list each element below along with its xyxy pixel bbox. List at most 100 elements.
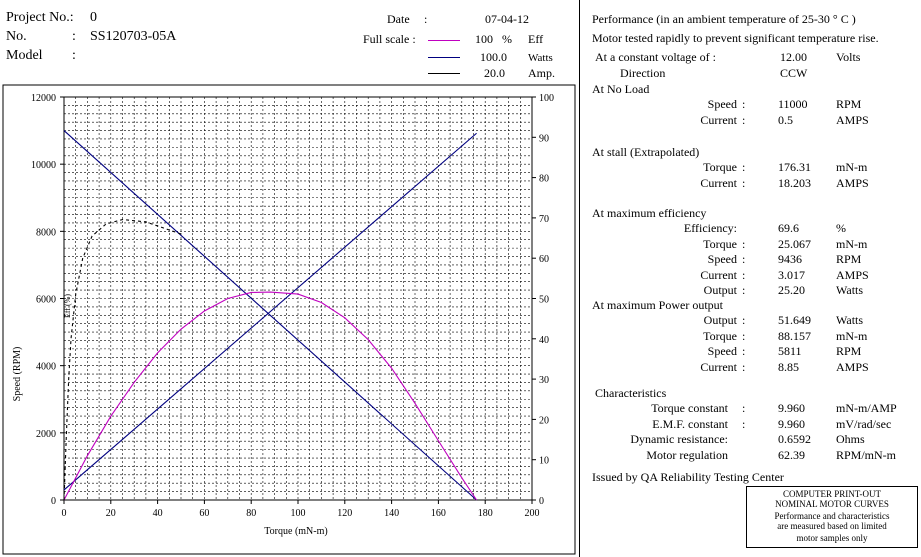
series-output-line bbox=[63, 291, 478, 501]
y-axis-label: Speed (RPM) bbox=[12, 347, 23, 402]
y2-tick-label: 100 bbox=[539, 93, 554, 104]
row-colon: : bbox=[742, 401, 746, 415]
row-label: Speed bbox=[707, 344, 737, 358]
row-colon: : bbox=[742, 283, 746, 297]
series-speed-line bbox=[63, 130, 477, 501]
row-value: 11000 bbox=[778, 97, 808, 111]
row-colon: : bbox=[742, 344, 746, 358]
chart-grid bbox=[63, 96, 533, 501]
stamp-line5: motor samples only bbox=[796, 533, 868, 543]
row-label: Dynamic resistance: bbox=[630, 432, 728, 446]
row-value: 176.31 bbox=[778, 160, 811, 174]
stamp-line2: NOMINAL MOTOR CURVES bbox=[775, 499, 889, 509]
row-unit: Watts bbox=[836, 283, 864, 297]
row-colon: : bbox=[742, 236, 746, 251]
legend-eff-unit: % bbox=[502, 32, 512, 46]
row-colon: : bbox=[742, 313, 746, 327]
row-unit: mN-m bbox=[836, 328, 868, 343]
issued-by: Issued by QA Reliability Testing Center bbox=[592, 470, 784, 484]
direction-label: Direction bbox=[620, 66, 666, 80]
x-tick-label: 140 bbox=[384, 508, 399, 519]
performance-title: Performance (in an ambient temperature o… bbox=[592, 12, 856, 26]
y-tick-label: 6000 bbox=[36, 295, 56, 306]
legend-watts-value: 100.0 bbox=[480, 50, 507, 64]
row-value: 25.067 bbox=[778, 236, 811, 251]
stamp-line1: COMPUTER PRINT-OUT bbox=[783, 489, 881, 499]
x-tick-label: 120 bbox=[337, 508, 352, 519]
project-label: Project No.: bbox=[6, 10, 74, 25]
row-value: 3.017 bbox=[778, 267, 805, 282]
x-tick-label: 0 bbox=[62, 508, 67, 519]
row-label: Speed bbox=[707, 97, 737, 111]
row-unit: AMPS bbox=[836, 267, 869, 282]
section-title: Characteristics bbox=[595, 386, 667, 400]
row-unit: RPM/mN-m bbox=[836, 447, 897, 462]
legend-eff-name: Eff bbox=[528, 32, 544, 46]
row-value: 62.39 bbox=[778, 447, 805, 462]
row-label: Efficiency: bbox=[683, 221, 737, 235]
x-tick-label: 20 bbox=[106, 508, 116, 519]
legend-eff-value: 100 bbox=[475, 32, 493, 46]
x-tick-label: 40 bbox=[153, 508, 163, 519]
eff-curve-label: Eff (%) bbox=[63, 294, 72, 318]
voltage-label: At a constant voltage of : bbox=[595, 50, 716, 64]
row-label: Motor regulation bbox=[646, 447, 728, 462]
y-tick-label: 12000 bbox=[31, 93, 56, 104]
row-label: Current bbox=[700, 175, 737, 190]
row-unit: AMPS bbox=[836, 112, 869, 127]
row-colon: : bbox=[742, 175, 746, 190]
row-colon: : bbox=[742, 328, 746, 343]
row-label: Torque bbox=[703, 328, 737, 343]
y-tick-label: 0 bbox=[51, 496, 56, 507]
row-unit: RPM bbox=[836, 252, 862, 266]
row-value: 0.5 bbox=[778, 112, 793, 127]
row-label: Torque bbox=[703, 160, 737, 174]
chart-frame bbox=[2, 84, 576, 555]
project-value: 0 bbox=[90, 10, 97, 25]
row-label: E.M.F. constant bbox=[652, 416, 728, 431]
x-tick-label: 60 bbox=[199, 508, 209, 519]
row-label: Current bbox=[700, 267, 737, 282]
y2-tick-label: 50 bbox=[539, 295, 549, 306]
legend-amp-name: Amp. bbox=[528, 66, 555, 80]
no-label: No. bbox=[6, 29, 27, 44]
direction-value: CCW bbox=[780, 66, 808, 80]
row-value: 25.20 bbox=[778, 283, 805, 297]
fullscale-label: Full scale : bbox=[363, 32, 416, 46]
model-label: Model bbox=[6, 48, 43, 63]
row-unit: mN-m bbox=[836, 160, 868, 174]
y2-tick-label: 40 bbox=[539, 335, 549, 346]
section-title: At maximum efficiency bbox=[592, 206, 707, 220]
row-colon: : bbox=[742, 416, 746, 431]
stamp-line4: are measured based on limited bbox=[777, 521, 887, 531]
y2-tick-label: 10 bbox=[539, 456, 549, 467]
row-unit: mV/rad/sec bbox=[836, 416, 892, 431]
performance-note: Motor tested rapidly to prevent signific… bbox=[592, 31, 879, 45]
row-unit: mN-m bbox=[836, 236, 868, 251]
row-unit: % bbox=[836, 221, 846, 235]
row-unit: Watts bbox=[836, 313, 864, 327]
x-axis-label: Torque (mN-m) bbox=[264, 526, 327, 537]
row-colon: : bbox=[742, 97, 746, 111]
row-value: 9436 bbox=[778, 252, 802, 266]
y2-tick-label: 60 bbox=[539, 254, 549, 265]
date-value: 07-04-12 bbox=[485, 12, 529, 26]
row-label: Current bbox=[700, 359, 737, 374]
y2-tick-label: 70 bbox=[539, 214, 549, 225]
x-tick-label: 80 bbox=[246, 508, 256, 519]
x-tick-label: 200 bbox=[525, 508, 540, 519]
legend-swatch-amp bbox=[428, 73, 460, 74]
y2-tick-label: 20 bbox=[539, 415, 549, 426]
y-tick-label: 2000 bbox=[36, 429, 56, 440]
row-value: 0.6592 bbox=[778, 432, 811, 446]
row-label: Speed bbox=[707, 252, 737, 266]
model-colon: : bbox=[72, 48, 76, 63]
row-unit: Ohms bbox=[836, 432, 865, 446]
row-value: 51.649 bbox=[778, 313, 811, 327]
x-tick-label: 160 bbox=[431, 508, 446, 519]
y-tick-label: 10000 bbox=[31, 160, 56, 171]
no-value: SS120703-05A bbox=[90, 29, 177, 44]
legend-swatch-eff bbox=[428, 40, 460, 41]
row-value: 69.6 bbox=[778, 221, 799, 235]
row-label: Torque constant bbox=[651, 401, 728, 415]
